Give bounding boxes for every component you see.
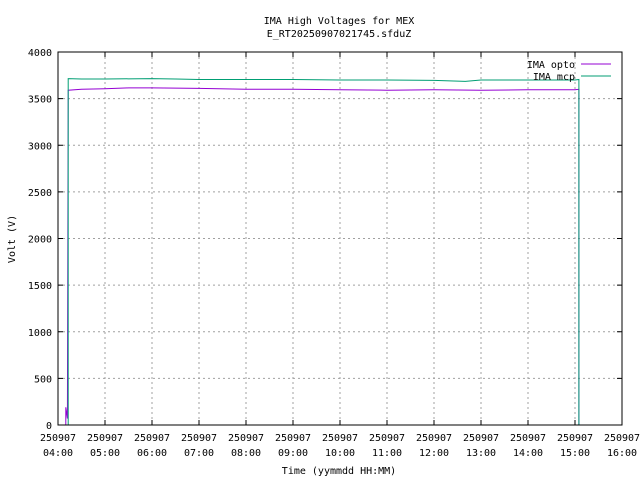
y-tick-label: 2500 — [28, 188, 52, 199]
x-tick-label-time: 06:00 — [137, 448, 167, 459]
series-lines — [65, 78, 580, 425]
x-tick-label-date: 250907 — [463, 433, 499, 444]
x-tick-label-time: 15:00 — [560, 448, 590, 459]
x-tick-label-time: 07:00 — [184, 448, 214, 459]
chart-subtitle: E_RT20250907021745.sfduZ — [267, 29, 412, 40]
series-line-ima-mcp — [67, 78, 580, 425]
y-tick-label: 4000 — [28, 48, 52, 59]
x-tick-label-time: 08:00 — [231, 448, 261, 459]
legend-label-ima-opto: IMA opto — [527, 60, 575, 71]
chart-title: IMA High Voltages for MEX — [264, 16, 415, 27]
x-tick-label-time: 12:00 — [419, 448, 449, 459]
x-tick-label-date: 250907 — [228, 433, 264, 444]
y-axis-label: Volt (V) — [7, 215, 18, 263]
x-tick-label-date: 250907 — [275, 433, 311, 444]
x-tick-label-time: 05:00 — [90, 448, 120, 459]
y-tick-label: 500 — [34, 374, 52, 385]
x-tick-label-time: 10:00 — [325, 448, 355, 459]
x-tick-label-date: 250907 — [557, 433, 593, 444]
x-tick-label-date: 250907 — [40, 433, 76, 444]
y-tick-label: 0 — [46, 421, 52, 432]
x-tick-label-date: 250907 — [181, 433, 217, 444]
x-tick-label-date: 250907 — [369, 433, 405, 444]
x-tick-label-date: 250907 — [134, 433, 170, 444]
y-tick-label: 3500 — [28, 95, 52, 106]
x-tick-label-time: 09:00 — [278, 448, 308, 459]
x-tick-label-date: 250907 — [604, 433, 640, 444]
y-tick-label: 2000 — [28, 235, 52, 246]
grid — [58, 52, 622, 425]
x-tick-label-date: 250907 — [87, 433, 123, 444]
x-tick-label-time: 13:00 — [466, 448, 496, 459]
x-tick-label-date: 250907 — [416, 433, 452, 444]
x-tick-label-date: 250907 — [322, 433, 358, 444]
y-axis-ticks: 0 500 1000 1500 2000 2500 3000 3500 4000 — [28, 48, 622, 432]
x-tick-label-time: 16:00 — [607, 448, 637, 459]
x-tick-label-time: 14:00 — [513, 448, 543, 459]
y-tick-label: 1000 — [28, 328, 52, 339]
legend-label-ima-mcp: IMA mcp — [533, 72, 575, 83]
y-tick-label: 3000 — [28, 141, 52, 152]
x-tick-label-time: 04:00 — [43, 448, 73, 459]
y-tick-label: 1500 — [28, 281, 52, 292]
plot-frame — [57, 51, 623, 426]
x-axis-ticks: 25090704:0025090705:0025090706:002509070… — [40, 52, 640, 459]
x-axis-label: Time (yymmdd HH:MM) — [282, 466, 396, 477]
x-tick-label-time: 11:00 — [372, 448, 402, 459]
x-tick-label-date: 250907 — [510, 433, 546, 444]
